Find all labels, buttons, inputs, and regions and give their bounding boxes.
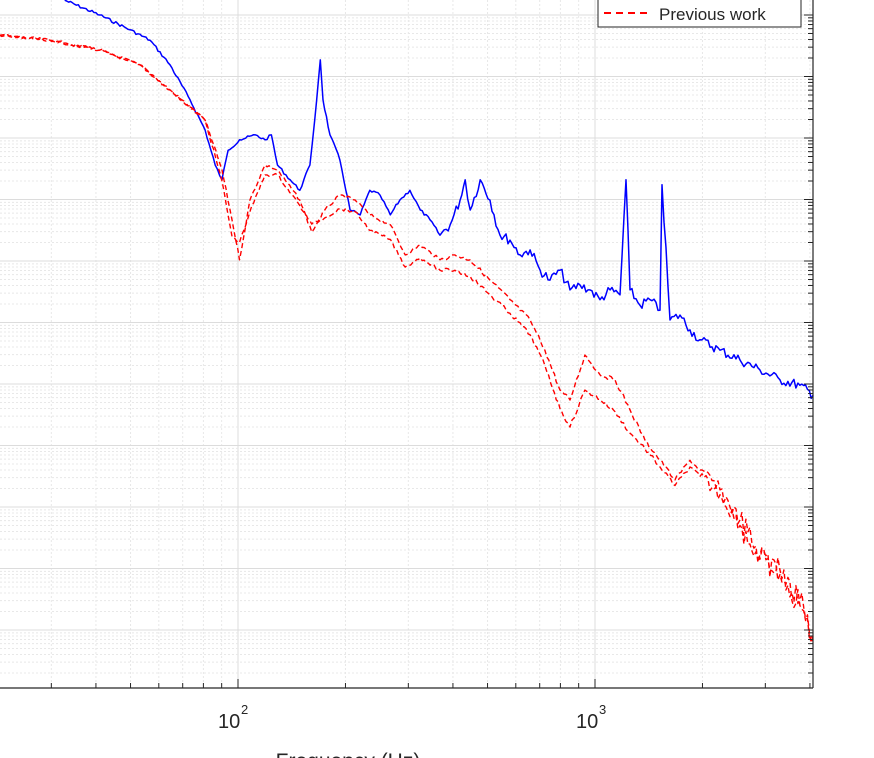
x-tick-base: 10: [576, 711, 598, 733]
axes: [0, 0, 814, 689]
legend: Previous work: [597, 0, 802, 28]
x-tick-exp: 2: [241, 702, 248, 717]
grid: [0, 0, 813, 688]
x-tick-base: 10: [218, 711, 240, 733]
x-tick-label-1000: 10 3: [576, 702, 606, 733]
series-lines: [0, 0, 814, 644]
legend-label-previous-work: Previous work: [659, 5, 766, 24]
series-line-measured: [64, 0, 814, 400]
x-tick-exp: 3: [599, 702, 606, 717]
x-axis-label: Frequency (Hz): [276, 750, 421, 758]
legend-box: [597, 0, 802, 28]
series-line-previous-work: [0, 34, 814, 641]
x-tick-label-100: 10 2: [218, 702, 248, 733]
series-line-previous-work-variant: [0, 34, 814, 644]
